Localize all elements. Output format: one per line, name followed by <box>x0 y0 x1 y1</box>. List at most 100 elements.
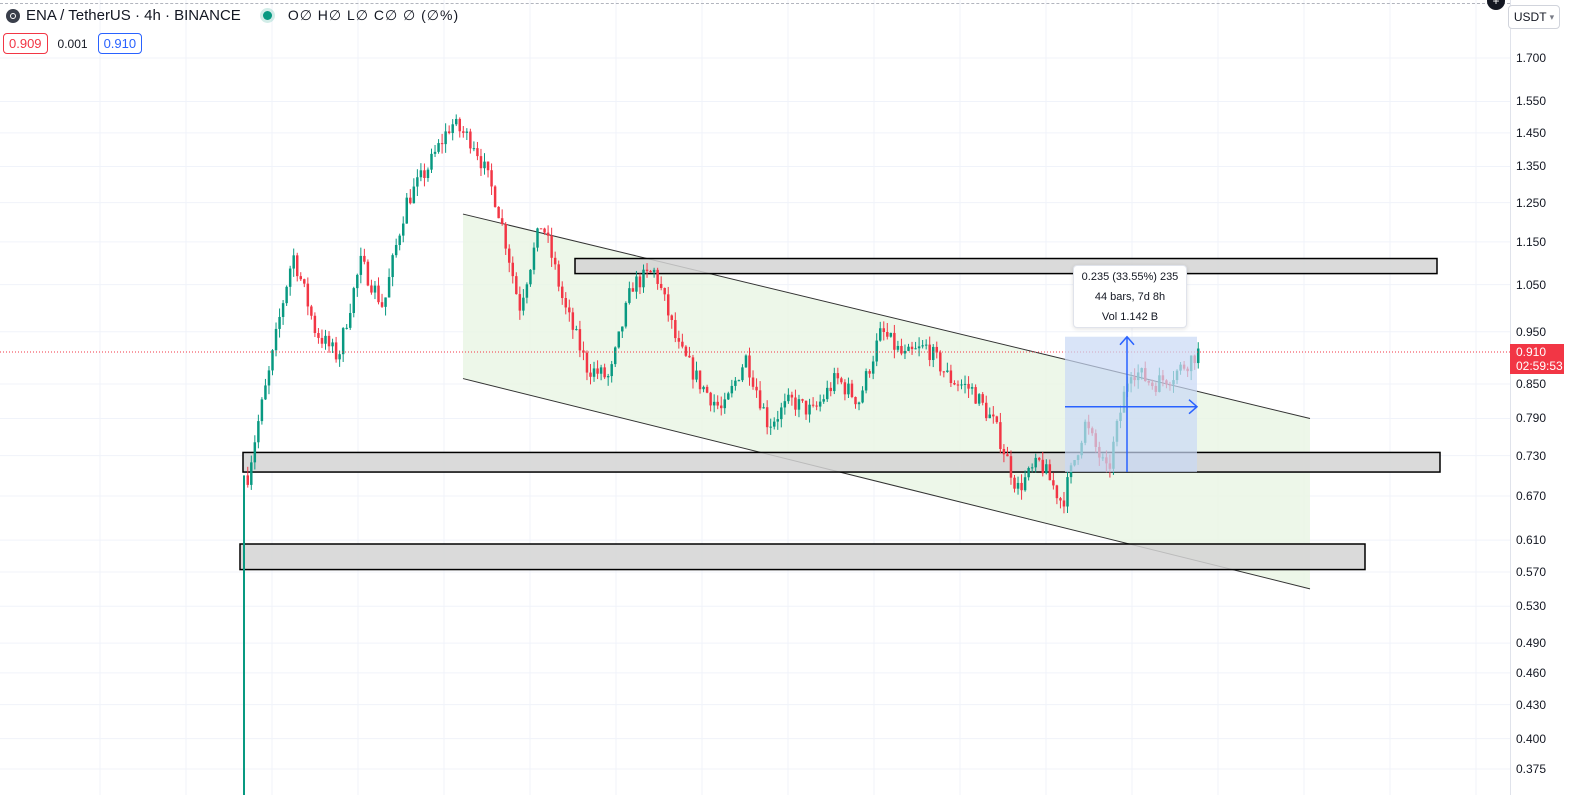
candle-body <box>1027 467 1030 478</box>
candle-body <box>317 333 320 338</box>
candle-body <box>532 247 536 270</box>
candle-body <box>497 206 500 219</box>
price-tick-label: 1.700 <box>1516 51 1547 65</box>
candle-body <box>599 367 603 374</box>
candle-body <box>387 277 391 298</box>
candle-body <box>582 350 585 353</box>
candle-body <box>610 364 613 377</box>
candle-body <box>394 244 398 256</box>
candle-body <box>656 269 659 284</box>
candle-body <box>356 274 359 289</box>
candle-body <box>741 367 744 381</box>
candle-body <box>974 387 977 404</box>
candle-body <box>469 131 472 149</box>
price-tick-label: 0.610 <box>1516 533 1547 548</box>
candle-body <box>1030 467 1034 469</box>
price-tick-label: 0.490 <box>1516 636 1547 651</box>
candle-body <box>419 170 423 178</box>
candle-body <box>847 383 850 395</box>
candle-body <box>585 352 589 373</box>
candle-body <box>511 262 515 277</box>
candle-body <box>691 357 695 380</box>
candle-body <box>727 393 730 400</box>
candle-body <box>522 297 525 311</box>
measure-change: 0.235 (33.55%) 235 <box>1081 271 1179 283</box>
candle-body <box>281 303 285 317</box>
candle-body <box>1045 464 1048 474</box>
candle-body <box>734 380 737 386</box>
price-scale[interactable] <box>1510 0 1594 795</box>
candle-body <box>861 390 864 403</box>
candle-body <box>854 396 857 405</box>
market-status-icon[interactable] <box>262 11 272 20</box>
candle-body <box>931 346 935 361</box>
candle-body <box>829 387 833 392</box>
candle-body <box>621 326 624 332</box>
candle-body <box>772 421 776 427</box>
candle-body <box>338 354 341 360</box>
candle-body <box>380 302 384 307</box>
candle-body <box>465 131 469 133</box>
candle-body <box>257 421 260 443</box>
candle-body <box>1013 477 1016 489</box>
candle-body <box>663 288 666 295</box>
candle-body <box>999 422 1002 449</box>
candle-body <box>292 255 295 269</box>
candle-body <box>787 394 790 402</box>
candle-body <box>543 228 546 233</box>
current-price-label: 0.910 02:59:53 <box>1510 344 1564 374</box>
price-tick-label: 0.430 <box>1516 697 1547 712</box>
candle-body <box>635 276 638 292</box>
candle-body <box>638 276 642 288</box>
buy-price-button[interactable]: 0.910 <box>97 33 143 54</box>
candle-body <box>405 197 409 224</box>
candle-body <box>310 306 313 316</box>
candle-body <box>811 404 815 406</box>
candle-body <box>889 332 893 337</box>
candle-body <box>324 335 327 344</box>
candle-body <box>624 302 628 327</box>
candle-body <box>780 407 783 420</box>
candle-body <box>430 153 433 170</box>
symbol-title[interactable]: ENA / TetherUS · 4h · BINANCE <box>26 7 241 24</box>
symbol-logo-icon[interactable] <box>6 8 20 23</box>
candle-body <box>808 404 811 415</box>
candle-body <box>850 383 854 397</box>
candle-body <box>723 399 727 409</box>
measure-bars: 44 bars, 7d 8h <box>1094 291 1166 303</box>
candle-body <box>334 342 338 360</box>
candle-body <box>1048 464 1052 481</box>
sell-price-button[interactable]: 0.909 <box>3 33 48 54</box>
candle-body <box>313 315 317 334</box>
candle-body <box>631 288 635 292</box>
currency-selector[interactable]: USDT ▾ <box>1508 5 1560 29</box>
candle-body <box>946 370 949 372</box>
candle-body <box>479 156 483 169</box>
candle-body <box>984 402 988 419</box>
measure-overlay[interactable] <box>1065 335 1199 473</box>
candle-body <box>345 327 348 329</box>
plus-icon[interactable]: + <box>1487 0 1505 10</box>
candle-body <box>928 344 931 361</box>
candle-body <box>575 329 578 331</box>
candle-body <box>730 385 734 394</box>
candle-body <box>871 361 875 374</box>
candle-body <box>472 148 476 150</box>
bar-countdown: 02:59:53 <box>1516 359 1563 373</box>
candle-body <box>274 328 278 351</box>
candle-body <box>642 269 645 288</box>
candle-body <box>458 118 462 132</box>
candle-body <box>677 338 681 342</box>
candle-body <box>359 255 363 275</box>
candle-body <box>596 368 599 374</box>
candle-body <box>454 118 458 125</box>
candle-body <box>765 407 769 428</box>
spread-value: 0.001 <box>57 36 88 51</box>
drawing-overlays[interactable] <box>239 213 1441 590</box>
candle-body <box>758 390 762 409</box>
candle-body <box>299 276 303 280</box>
price-chart[interactable] <box>0 0 1510 795</box>
candle-body <box>1037 457 1041 460</box>
candle-body <box>857 402 861 405</box>
candle-body <box>518 294 522 311</box>
